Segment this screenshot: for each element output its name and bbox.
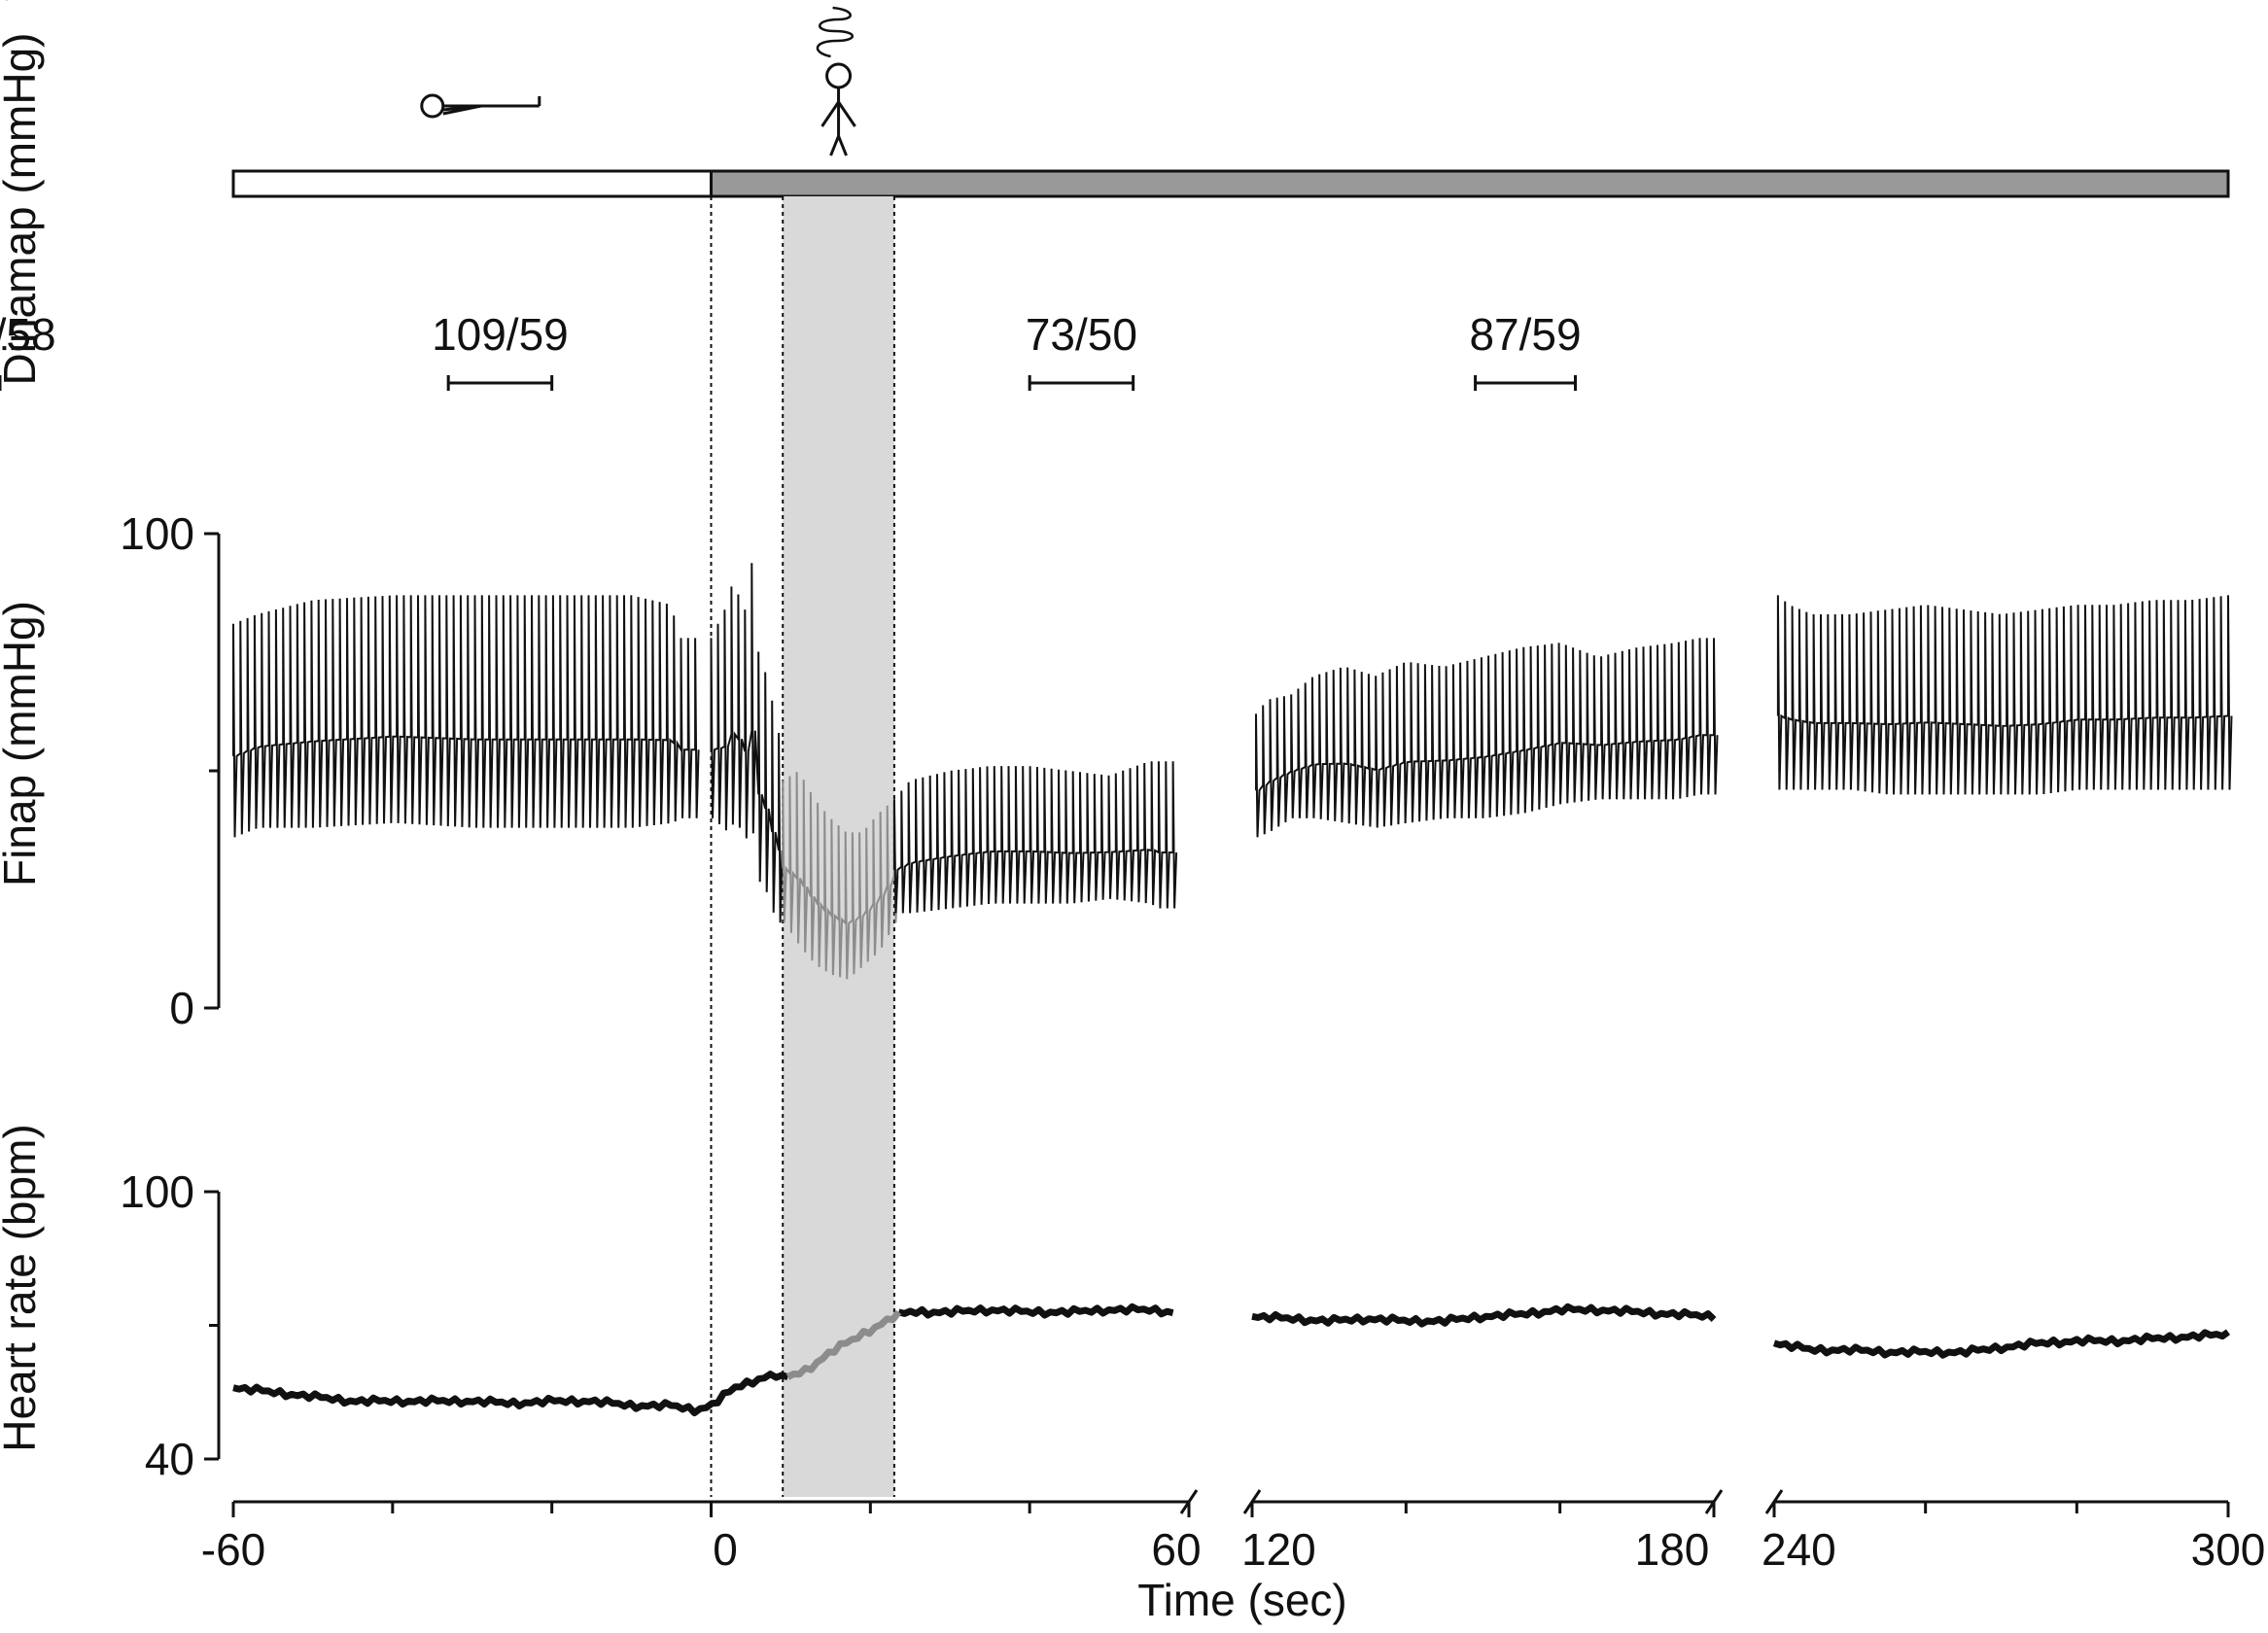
x-axis-label: Time (sec) <box>1137 1575 1347 1625</box>
x-tick-labels: -60 0 60 120 180 240 300 <box>201 1524 2266 1575</box>
dinamap-readings: 109/59 73/50 84/58 87/59 <box>0 309 1582 391</box>
heart-rate-axis-label: Heart rate (bpm) <box>0 1124 45 1451</box>
hr-tick-40: 40 <box>145 1434 194 1484</box>
finap-axis-label: Finap (mmHg) <box>0 601 45 886</box>
dinamap-reading-label: 87/59 <box>1469 309 1581 360</box>
finap-waveform <box>710 563 784 923</box>
heart-rate-line <box>1772 1329 2231 1359</box>
x-tick-label: 60 <box>1151 1524 1201 1575</box>
posture-bar-standing <box>710 169 2230 198</box>
dinamap-interval-bar <box>446 375 554 391</box>
finap-tick-0: 0 <box>169 983 194 1033</box>
x-tick-label: 300 <box>2191 1524 2266 1575</box>
dinamap-reading-label: 84/58 <box>0 309 56 360</box>
finap-waveform <box>782 772 899 980</box>
heart-rate-line <box>1251 1303 1717 1328</box>
dizzy-standing-figure-icon <box>816 6 856 156</box>
x-tick-label: 0 <box>713 1524 738 1575</box>
heart-rate-line-gray <box>785 1309 902 1380</box>
x-tick-label: 180 <box>1635 1524 1710 1575</box>
dinamap-interval-bar <box>1028 375 1135 391</box>
x-tick-label: 120 <box>1241 1524 1316 1575</box>
finap-waveform <box>1255 638 1719 838</box>
x-axis <box>231 1489 2230 1517</box>
posture-bar-supine <box>231 169 713 198</box>
dinamap-interval-bar <box>1474 375 1577 391</box>
x-tick-label: -60 <box>201 1524 265 1575</box>
finap-traces <box>232 563 2233 980</box>
finap-waveform <box>232 595 700 838</box>
finap-tick-100: 100 <box>120 508 194 559</box>
finap-waveform <box>1776 595 2233 795</box>
x-tick-label: 240 <box>1762 1524 1836 1575</box>
dinamap-reading-label: 109/59 <box>432 309 569 360</box>
heart-rate-traces <box>232 1303 2231 1417</box>
heart-rate-line <box>232 1303 1174 1417</box>
dinamap-reading-label: 73/50 <box>1026 309 1137 360</box>
hr-tick-100: 100 <box>120 1166 194 1217</box>
finap-y-axis <box>204 532 221 1010</box>
lying-figure-icon <box>420 93 541 119</box>
finap-waveform <box>892 761 1178 914</box>
dinamap-axis-label: Dinamap (mmHg) <box>0 33 45 386</box>
heart-rate-y-axis <box>204 1190 221 1461</box>
